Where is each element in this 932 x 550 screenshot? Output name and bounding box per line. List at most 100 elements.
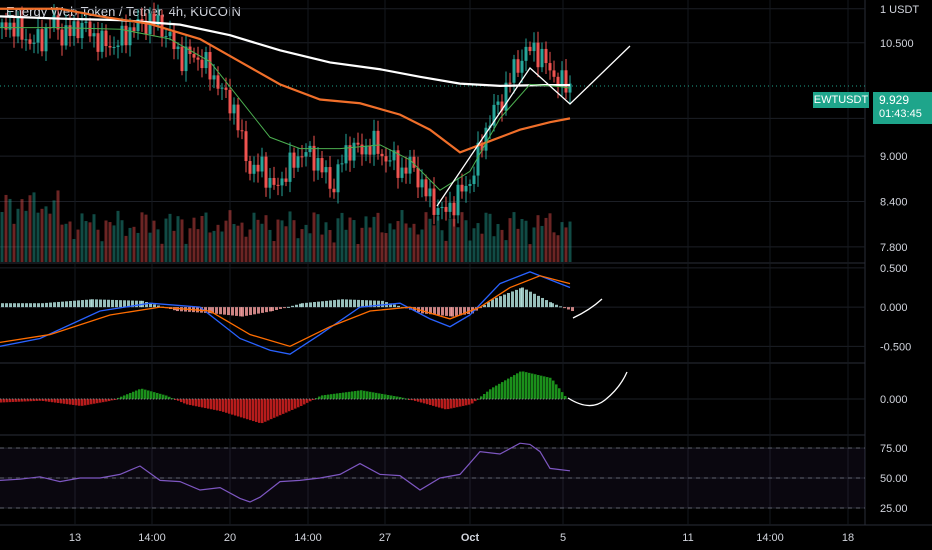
candle-body (24, 39, 28, 41)
oscillator-bar (177, 399, 180, 401)
macd-histogram-bar (369, 300, 372, 308)
macd-histogram-bar (65, 301, 68, 308)
x-tick-label: 20 (224, 532, 236, 544)
macd-histogram-bar (111, 299, 114, 308)
oscillator-bar (345, 392, 348, 399)
candle-body (508, 82, 512, 84)
oscillator-bar (51, 399, 54, 403)
oscillator-bar (246, 399, 249, 420)
candle-body (456, 184, 460, 216)
macd-histogram-bar (377, 300, 380, 308)
macd-histogram-bar (559, 306, 562, 308)
volume-bar (488, 213, 492, 262)
oscillator-bar (48, 399, 51, 402)
oscillator-bar (213, 399, 216, 410)
volume-bar (56, 190, 60, 262)
oscillator-bar (486, 391, 489, 399)
oscillator-bar (144, 389, 147, 399)
macd-histogram-bar (373, 300, 376, 308)
oscillator-bar (423, 399, 426, 404)
candle-body (280, 178, 284, 186)
macd-histogram-bar (541, 297, 544, 308)
oscillator-bar (384, 394, 387, 399)
oscillator-bar (408, 399, 411, 400)
macd-histogram-bar (257, 307, 260, 314)
oscillator-bar (252, 399, 255, 422)
macd-histogram-bar (49, 302, 52, 308)
x-tick-label: 13 (69, 532, 81, 544)
volume-bar (312, 212, 316, 262)
candle-body (428, 188, 432, 197)
macd-histogram-bar (329, 300, 332, 308)
oscillator-bar (186, 399, 189, 405)
oscillator-bar (336, 393, 339, 399)
volume-bar (348, 217, 352, 262)
volume-bar (540, 225, 544, 262)
volume-bar (532, 227, 536, 262)
x-tick-label: 27 (379, 532, 391, 544)
candle-body (132, 27, 136, 32)
oscillator-bar (18, 399, 21, 402)
candle-body (356, 142, 360, 145)
macd-histogram-bar (119, 300, 122, 308)
candle-body (440, 206, 444, 209)
volume-bar (332, 242, 336, 262)
oscillator-bar (507, 378, 510, 399)
oscillator-bar (240, 399, 243, 418)
oscillator-bar (231, 399, 234, 415)
volume-bar (84, 221, 88, 262)
oscillator-bar (537, 374, 540, 399)
oscillator-bar (39, 399, 42, 401)
candle-body (268, 177, 272, 188)
oscillator-bar (297, 399, 300, 408)
candle-body (220, 87, 224, 89)
oscillator-bar (450, 399, 453, 409)
candle-body (276, 184, 280, 186)
oscillator-bar (381, 393, 384, 399)
x-tick-label: 18 (842, 532, 854, 544)
oscillator-bar (474, 399, 477, 402)
volume-bar (440, 230, 444, 262)
volume-bar (144, 214, 148, 262)
volume-bar (176, 216, 180, 262)
macd-histogram-bar (61, 301, 64, 308)
oscillator-bar (312, 399, 315, 400)
macd-histogram-bar (495, 297, 498, 308)
oscillator-bar (441, 399, 444, 409)
trendline-drawings[interactable] (436, 45, 631, 407)
volume-bar (544, 217, 548, 262)
oscillator-bar (465, 399, 468, 406)
x-tick-label: 14:00 (756, 532, 784, 544)
oscillator-bar (147, 390, 150, 399)
price-badge: 9.929 01:43:45 (873, 92, 932, 124)
candle-body (92, 33, 96, 37)
oscillator-bar (330, 394, 333, 399)
candle-body (4, 22, 8, 30)
volume-bar (388, 223, 392, 262)
oscillator-bar (528, 372, 531, 399)
oscillator-bar (36, 399, 39, 401)
macd-histogram-bar (41, 303, 44, 308)
oscillator-bar (564, 395, 567, 399)
oscillator-bar (405, 398, 408, 400)
volume-bar (360, 227, 364, 262)
macd-histogram-bar (563, 307, 566, 309)
oscillator-bar (189, 399, 192, 406)
oscillator-bar (6, 399, 9, 403)
macd-histogram-bar (204, 307, 207, 313)
oscillator-bar (9, 399, 12, 403)
candle-body (524, 46, 528, 61)
oscillator-bar (447, 399, 450, 410)
price-trendline (436, 45, 631, 207)
oscillator-projection-curve (567, 371, 628, 407)
ticker-badge: EWTUSDT (813, 92, 869, 108)
oscillator-bar (549, 377, 552, 399)
volume-bar (192, 217, 196, 262)
oscillator-bar (480, 396, 483, 399)
oscillator-bar (522, 371, 525, 399)
macd-histogram-bar (521, 287, 524, 308)
volume-bar (96, 229, 100, 262)
candle-body (388, 160, 392, 162)
candle-body (156, 15, 160, 26)
